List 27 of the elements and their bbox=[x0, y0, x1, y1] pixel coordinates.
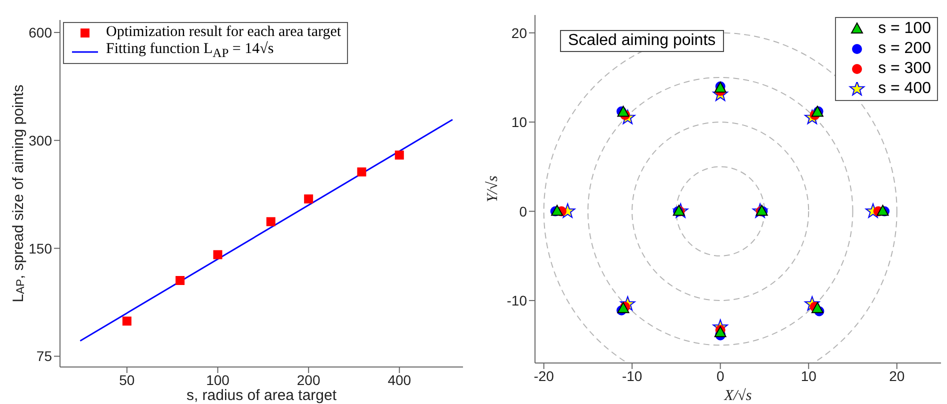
x-tick-label: 50 bbox=[119, 372, 135, 388]
x-axis-title: X/√s bbox=[723, 388, 752, 404]
y-tick-label: 20 bbox=[511, 24, 528, 41]
legend-label: s = 100 bbox=[878, 19, 931, 39]
y-axis-title: Y/√s bbox=[485, 176, 501, 202]
annotation: Scaled aiming points bbox=[568, 32, 716, 49]
legend-label: s = 300 bbox=[878, 59, 931, 79]
x-tick-label: 200 bbox=[296, 372, 320, 388]
y-tick-label: 150 bbox=[28, 240, 52, 256]
legend-label: Fitting function L$_{AP}$ = 14√s bbox=[106, 41, 274, 62]
y-tick-label: 0 bbox=[519, 203, 528, 220]
legend-label: Optimization result for each area target bbox=[106, 24, 342, 41]
legend-label: s = 400 bbox=[878, 79, 931, 99]
x-tick-label: 10 bbox=[800, 368, 817, 384]
y-tick-label: -10 bbox=[506, 292, 528, 309]
y-tick-label: 75 bbox=[36, 348, 52, 364]
legend-label: s = 200 bbox=[878, 39, 931, 59]
x-tick-label: 20 bbox=[889, 368, 905, 384]
x-tick-label: 400 bbox=[388, 372, 412, 388]
x-axis-title: s, radius of area target bbox=[186, 387, 338, 404]
y-tick-label: 300 bbox=[28, 132, 52, 148]
y-tick-label: 600 bbox=[28, 24, 52, 40]
x-tick-label: -10 bbox=[622, 368, 642, 384]
x-tick-label: -20 bbox=[534, 368, 554, 384]
x-tick-label: 100 bbox=[206, 372, 230, 388]
y-tick-label: 10 bbox=[511, 114, 528, 130]
x-tick-label: 0 bbox=[716, 368, 724, 384]
